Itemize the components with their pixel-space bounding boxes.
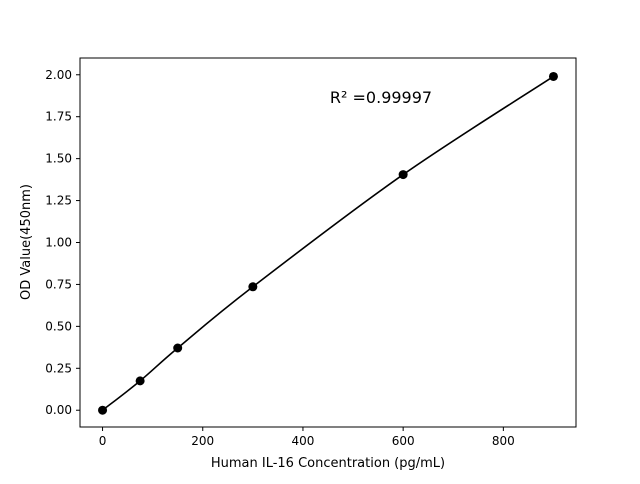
data-point <box>398 170 408 180</box>
data-point <box>248 282 258 292</box>
r-squared-annotation: R² =0.99997 <box>330 88 432 107</box>
x-tick-label: 0 <box>99 434 107 448</box>
y-axis-label: OD Value(450nm) <box>19 184 34 300</box>
y-tick-label: 0.25 <box>45 361 72 375</box>
y-axis-ticks: 0.00 0.25 0.50 0.75 1.00 1.25 1.50 1.75 2.00 <box>45 68 80 417</box>
y-tick-label: 1.25 <box>45 194 72 208</box>
y-tick-label: 0.75 <box>45 277 72 291</box>
y-tick-label: 2.00 <box>45 68 72 82</box>
series-layer <box>98 71 558 415</box>
y-tick-label: 0.50 <box>45 319 72 333</box>
y-tick-label: 1.00 <box>45 236 72 250</box>
data-point <box>173 343 183 353</box>
data-point <box>135 376 145 386</box>
y-tick-label: 0.00 <box>45 403 72 417</box>
x-tick-label: 400 <box>291 434 314 448</box>
x-tick-label: 600 <box>392 434 415 448</box>
y-tick-label: 1.75 <box>45 110 72 124</box>
data-point <box>548 71 558 81</box>
data-point <box>98 405 108 415</box>
x-tick-label: 800 <box>492 434 515 448</box>
x-tick-label: 200 <box>191 434 214 448</box>
plot-frame <box>79 57 577 428</box>
y-tick-label: 1.50 <box>45 152 72 166</box>
x-axis-ticks: 0 200 400 600 800 <box>99 427 515 448</box>
x-axis-label: Human IL-16 Concentration (pg/mL) <box>211 456 445 471</box>
